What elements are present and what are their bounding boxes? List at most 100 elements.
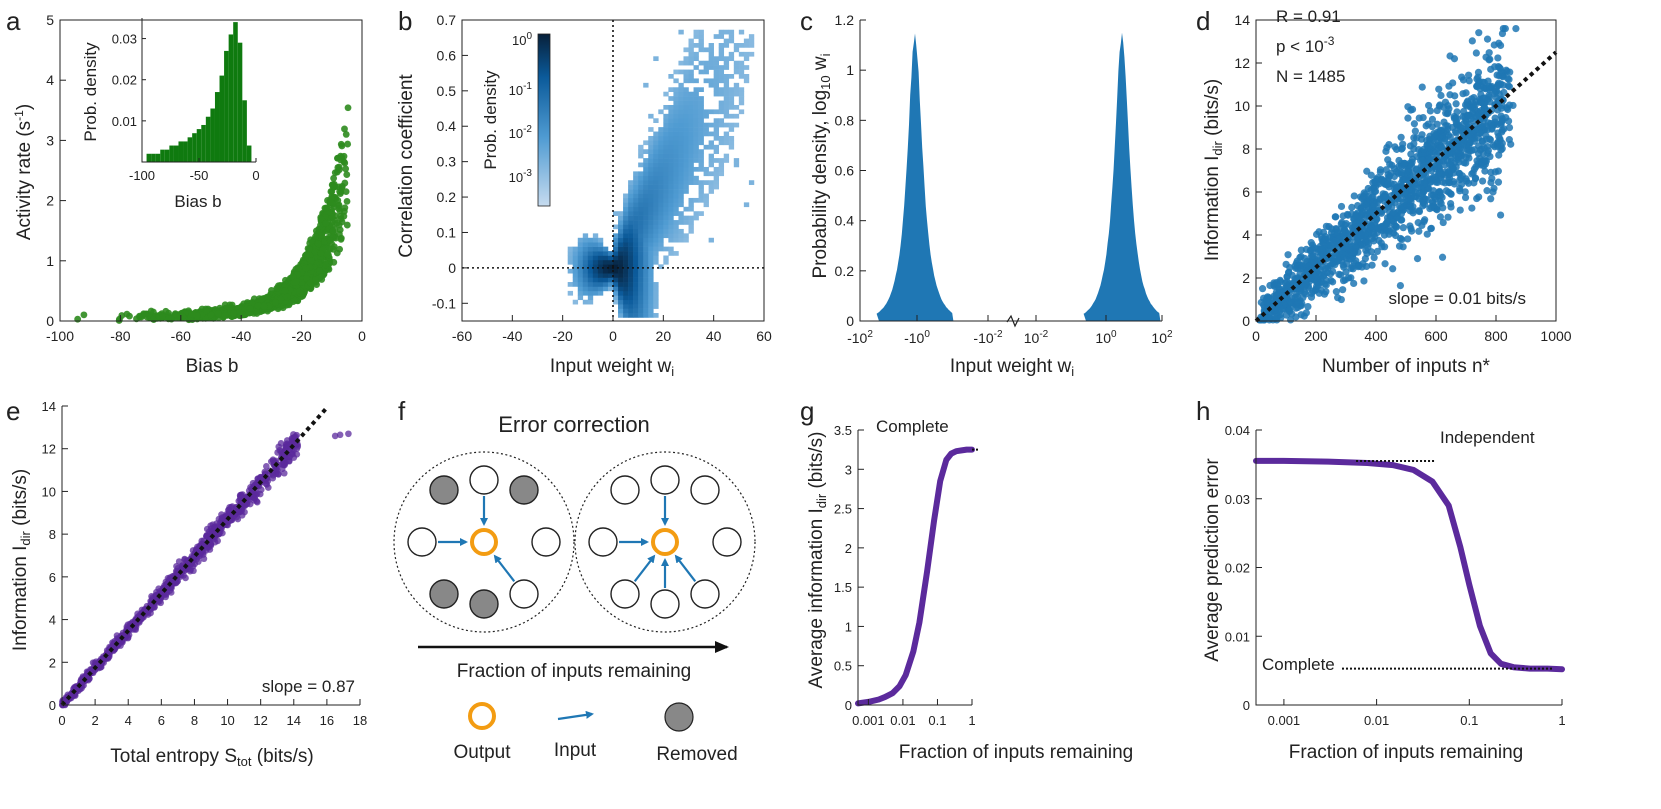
chart-d-point: [1309, 287, 1317, 295]
chart-b-cell: [678, 228, 684, 234]
chart-b-cell: [683, 144, 689, 150]
chart-b-cell: [658, 171, 664, 177]
chart-b-cell: [658, 180, 664, 185]
chart-b-cell: [708, 122, 714, 128]
chart-e-point: [203, 532, 210, 540]
chart-a-point: [343, 221, 351, 229]
chart-d-point: [1435, 102, 1443, 110]
chart-b-cell: [663, 189, 669, 194]
chart-b-cell: [698, 87, 704, 93]
chart-b-cell: [618, 220, 624, 225]
chart-b-cell: [658, 109, 664, 115]
chart-b-cell: [673, 202, 679, 208]
chart-b-ytick-label: 0: [448, 260, 456, 276]
chart-b-cell: [623, 268, 629, 274]
chart-d-point: [1404, 168, 1412, 176]
chart-a-xtick-label: 0: [358, 328, 366, 344]
chart-b-cell: [678, 127, 684, 132]
chart-b-cell: [708, 184, 714, 190]
chart-b-cell: [698, 184, 704, 190]
chart-b-cell: [643, 211, 649, 216]
chart-b-cell: [668, 122, 674, 128]
chart-d-point: [1490, 41, 1498, 49]
chart-b-cell: [678, 189, 684, 194]
chart-b-ytick-label: -0.1: [432, 295, 456, 311]
chart-b-cell: [582, 259, 589, 265]
chart-b-cell: [623, 220, 629, 225]
chart-b-cell: [653, 299, 659, 305]
chart-d-point: [1487, 119, 1495, 128]
chart-b-cell: [693, 43, 699, 48]
chart-b-cell: [688, 122, 694, 128]
chart-b-cell: [653, 282, 659, 287]
chart-b-cell: [653, 175, 659, 181]
chart-b-cell: [728, 96, 735, 101]
chart-b-cell: [698, 43, 704, 48]
chart-b-cell: [653, 211, 659, 216]
chart-b-cell: [653, 166, 659, 172]
chart-b-cell: [648, 290, 654, 296]
chart-a-point: [322, 261, 330, 269]
chart-b-cell: [658, 153, 664, 159]
chart-b-cell: [708, 180, 714, 185]
chart-c-ytick-label: 1: [846, 62, 854, 78]
chart-b-cell: [618, 286, 624, 292]
chart-d-point: [1352, 212, 1360, 220]
chart-b-cell: [673, 87, 679, 93]
chart-b-cell: [653, 158, 659, 163]
chart-b-cell: [688, 69, 694, 75]
chart-b-cell: [688, 100, 694, 106]
chart-b-cell: [683, 189, 689, 194]
chart-b-cell: [688, 153, 694, 159]
chart-b-xlabel: Input weight wi: [550, 356, 674, 379]
chart-b-cell: [587, 282, 594, 287]
chart-b-cell: [648, 197, 654, 203]
chart-b-cell: [733, 60, 740, 66]
chart-b-cell: [648, 144, 654, 150]
chart-d-point: [1485, 56, 1493, 64]
chart-c-ytick-label: 0: [846, 313, 854, 329]
chart-e-xtick-label: 14: [287, 713, 301, 728]
chart-b-cell: [633, 242, 639, 247]
chart-d-point: [1480, 94, 1488, 102]
chart-d-point: [1441, 161, 1449, 169]
chart-b-cell: [582, 237, 589, 243]
chart-b-cell: [668, 215, 674, 221]
chart-b-cell: [628, 313, 634, 318]
chart-a-inset-bar: [173, 145, 179, 162]
chart-b-cell: [653, 220, 659, 225]
chart-b-cell: [628, 197, 634, 203]
chart-b-cell: [703, 122, 709, 128]
chart-b-cell: [728, 144, 735, 150]
chart-d-point: [1337, 202, 1346, 211]
chart-b-cell: [597, 273, 604, 278]
chart-d-point: [1398, 235, 1406, 244]
chart-b-cell: [623, 215, 629, 221]
chart-b-cell: [618, 251, 624, 256]
chart-b-cell: [668, 144, 674, 150]
chart-b-cell: [648, 277, 654, 283]
chart-b-cell: [643, 255, 649, 261]
chart-e-point: [182, 574, 189, 582]
chart-b-cell: [653, 144, 659, 150]
chart-b-cell: [643, 277, 649, 283]
chart-b-cell: [728, 38, 735, 44]
chart-b-cell: [668, 131, 674, 137]
chart-b-cell: [572, 268, 579, 274]
chart-b-cell: [638, 242, 644, 247]
chart-b-cell: [638, 215, 644, 221]
chart-b-cell: [658, 162, 664, 168]
chart-b-ytick-label: 0.1: [437, 224, 457, 240]
chart-a-inset-bar: [219, 75, 225, 162]
chart-d-point: [1397, 210, 1405, 218]
chart-b-cell: [683, 171, 689, 177]
chart-b-cell: [733, 158, 740, 163]
chart-b-cell: [643, 282, 649, 287]
chart-b-cell: [673, 104, 679, 110]
chart-b-cell: [723, 109, 730, 115]
chart-c-xtick-label: -10-2: [973, 329, 1003, 346]
chart-b-cell: [708, 65, 714, 70]
chart-b-cell: [602, 246, 609, 252]
chart-a-inset-bar: [192, 133, 197, 162]
